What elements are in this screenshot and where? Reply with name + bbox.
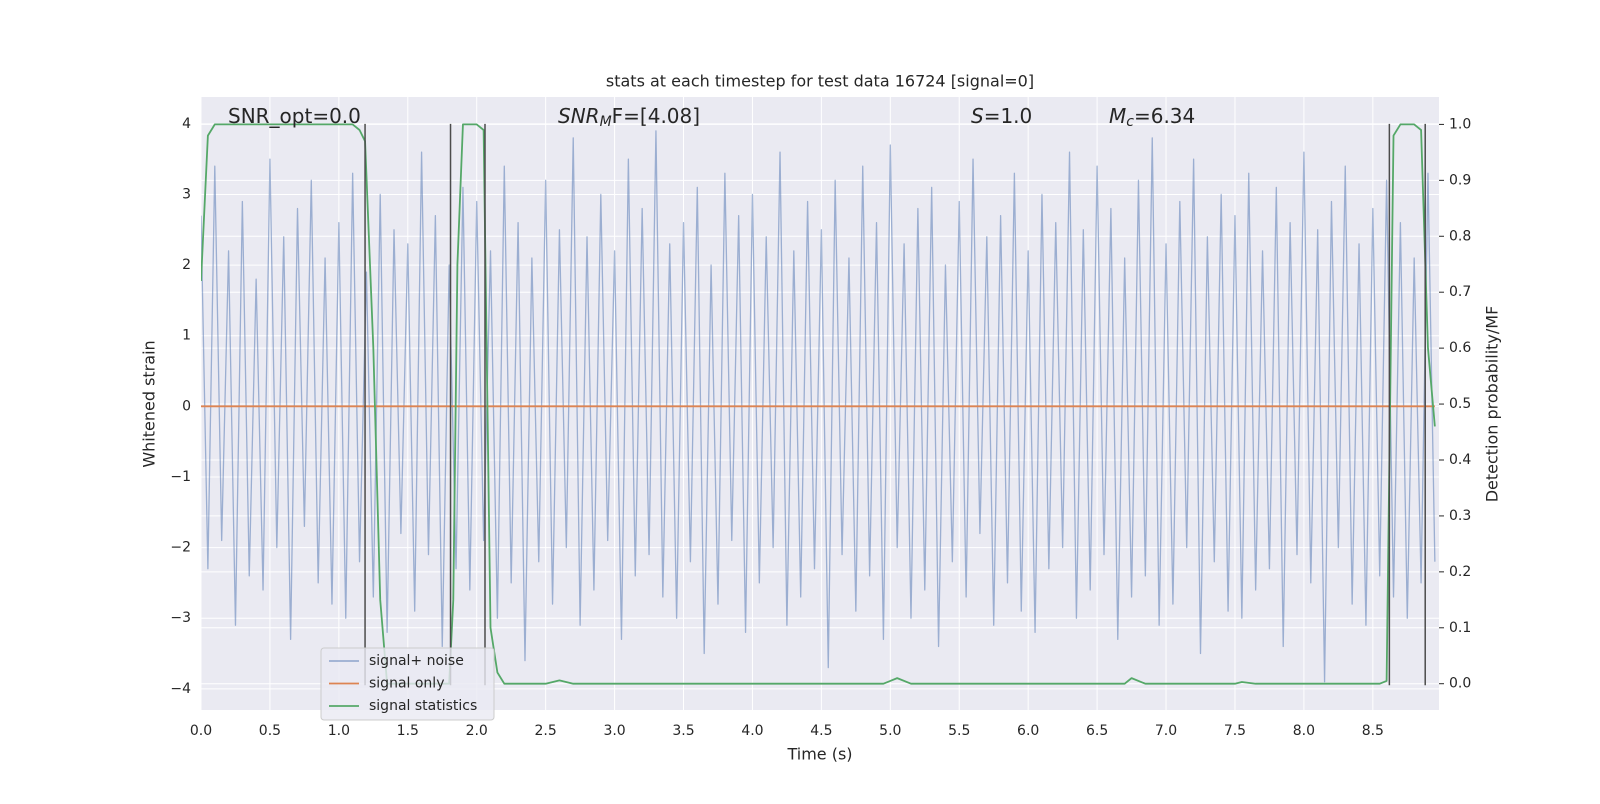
y-tick-label: −3 [170, 610, 191, 626]
annotation: S=1.0 [971, 104, 1032, 128]
annotation-after: =6.34 [1134, 104, 1195, 128]
y2-tick-label: 0.1 [1449, 620, 1471, 636]
y2-tick-label: 0.8 [1449, 228, 1471, 244]
y-tick-label: 4 [182, 116, 191, 132]
x-tick-label: 4.5 [810, 723, 832, 739]
annotation: SNRMF=[4.08] [558, 104, 700, 131]
annotation-base: SNR_opt=0.0 [228, 104, 361, 128]
annotation-sub: M [600, 114, 612, 130]
y2-tick-label: 0.3 [1449, 508, 1471, 524]
y-tick-label: 1 [182, 328, 191, 344]
y-tick-label: 0 [182, 398, 191, 414]
x-axis-label: Time (s) [786, 745, 852, 764]
y2-tick-label: 0.4 [1449, 452, 1471, 468]
x-tick-label: 2.0 [466, 723, 488, 739]
annotation: SNR_opt=0.0 [228, 104, 361, 128]
series-line [201, 123, 1436, 685]
legend-label: signal statistics [369, 698, 477, 714]
x-tick-label: 3.5 [672, 723, 694, 739]
y2-tick-label: 0.6 [1449, 340, 1471, 356]
annotation-sub: c [1126, 114, 1134, 130]
annotation-base: M [1109, 104, 1126, 128]
x-tick-label: 2.5 [535, 723, 557, 739]
x-tick-label: 7.0 [1155, 723, 1177, 739]
x-tick-label: 8.0 [1293, 723, 1315, 739]
x-tick-label: 1.5 [397, 723, 419, 739]
y2-tick-label: 0.9 [1449, 172, 1471, 188]
y-axis-label: Whitened strain [140, 340, 159, 467]
legend-box [320, 647, 495, 721]
x-tick-label: 4.0 [741, 723, 763, 739]
annotation: Mc=6.34 [1109, 104, 1195, 131]
y2-tick-label: 0.7 [1449, 284, 1471, 300]
annotation-after: =1.0 [984, 104, 1033, 128]
x-tick-label: 3.0 [603, 723, 625, 739]
y2-tick-label: 1.0 [1449, 116, 1471, 132]
annotation-base: SNR [558, 104, 600, 128]
x-tick-label: 7.5 [1224, 723, 1246, 739]
y-tick-label: −2 [170, 540, 191, 556]
y2-tick-label: 0.0 [1449, 676, 1471, 692]
x-tick-label: 0.5 [259, 723, 281, 739]
labels: 0.0 0.5 1.0 1.5 2.0 2.5 3.0 3.5 4.0 4.5 5.0 5.5 6.0 6… [170, 104, 1471, 740]
y-tick-label: −1 [170, 469, 191, 485]
annotation-base: S [971, 104, 984, 128]
y-tick-label: 3 [182, 186, 191, 202]
x-tick-label: 8.5 [1362, 723, 1384, 739]
annotation-after: F=[4.08] [612, 104, 700, 128]
x-tick-label: 1.0 [328, 723, 350, 739]
y2-tick-label: 0.2 [1449, 564, 1471, 580]
series-line [201, 130, 1436, 683]
x-tick-label: 5.5 [948, 723, 970, 739]
chart-title: stats at each timestep for test data 167… [606, 72, 1034, 91]
marks [201, 123, 1436, 686]
x-tick-label: 0.0 [190, 723, 212, 739]
x-tick-label: 6.5 [1086, 723, 1108, 739]
y-tick-label: 2 [182, 257, 191, 273]
x-tick-label: 6.0 [1017, 723, 1039, 739]
y-tick-label: −4 [170, 681, 191, 697]
x-tick-label: 5.0 [879, 723, 901, 739]
y2-tick-label: 0.5 [1449, 396, 1471, 412]
legend-label: signal only [369, 676, 444, 692]
legend-label: signal+ noise [369, 653, 464, 669]
y2-axis-label: Detection probability/MF [1483, 306, 1502, 503]
